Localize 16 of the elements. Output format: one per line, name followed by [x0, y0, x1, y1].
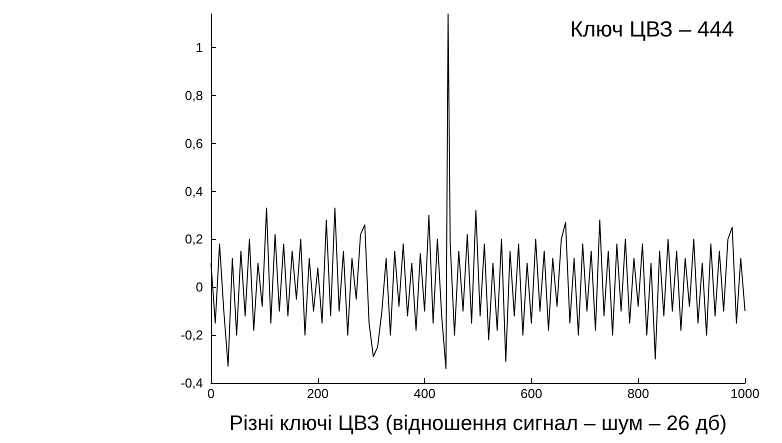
y-tick-label: 0,2 [184, 232, 203, 247]
y-tick-label: -0,4 [180, 376, 203, 390]
x-tick-label: 400 [414, 386, 436, 401]
x-tick-label: 600 [520, 386, 542, 401]
y-tick-label: 0,4 [184, 184, 203, 199]
y-tick-label: 0 [196, 280, 203, 295]
y-tick-label: 1 [196, 40, 203, 56]
y-tick-label: 0,8 [184, 88, 203, 103]
x-tick-label: 800 [627, 386, 650, 401]
x-tick-label: 1000 [730, 386, 760, 401]
y-tick-label: 0,6 [184, 136, 203, 151]
x-tick-label: 200 [306, 386, 329, 401]
annotation: Ключ ЦВЗ – 444 [570, 16, 734, 42]
y-tick-label: -0,2 [180, 328, 203, 343]
x-axis-title: Різні ключі ЦВЗ (відношення сигнал – шум – 26 дб) [229, 412, 727, 435]
x-tick-label: 0 [207, 386, 215, 401]
